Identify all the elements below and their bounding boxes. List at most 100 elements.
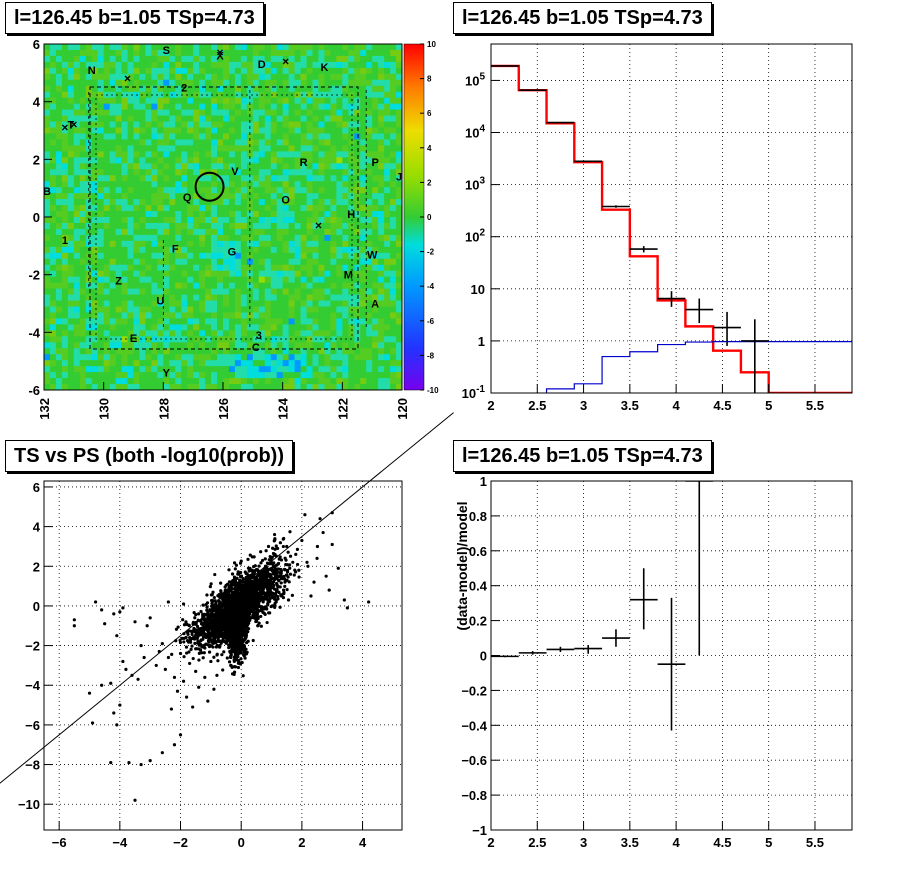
heatmap-cell [49, 264, 57, 272]
heatmap-cell [223, 85, 230, 93]
heatmap-cell [49, 336, 57, 343]
heatmap-cell [145, 97, 152, 105]
heatmap-cell [67, 234, 75, 242]
heatmap-cell [270, 145, 278, 152]
heatmap-cell [121, 97, 129, 105]
heatmap-cell [276, 91, 284, 99]
heatmap-cell [187, 366, 194, 373]
heatmap-cell [276, 354, 284, 361]
heatmap-cell [270, 318, 278, 325]
heatmap-cell [378, 252, 385, 260]
heatmap-cell [264, 378, 272, 385]
heatmap-cell [199, 282, 206, 290]
heatmap-cell [79, 324, 87, 331]
heatmap-cell [175, 97, 182, 105]
heatmap-cell [223, 366, 230, 373]
heatmap-cell [240, 121, 248, 129]
heatmap-cell [157, 205, 164, 212]
heatmap-cell [300, 240, 308, 248]
heatmap-cell [67, 139, 75, 146]
heatmap-cell [258, 169, 266, 176]
heatmap-cell [330, 222, 337, 230]
heatmap-cell [282, 73, 290, 81]
heatmap-cell [127, 163, 134, 170]
heatmap-cell [67, 115, 75, 123]
heatmap-cell [115, 234, 123, 242]
heatmap-cell [175, 276, 182, 284]
heatmap-cell [97, 324, 105, 331]
heatmap-cell [264, 330, 272, 337]
heatmap-cell [217, 366, 224, 373]
heatmap-cell [318, 246, 325, 254]
heatmap-cell [372, 151, 379, 158]
heatmap-cell [211, 324, 218, 331]
heatmap-cell [378, 115, 385, 123]
heatmap-cell [246, 97, 254, 105]
heatmap-cell [211, 366, 218, 373]
heatmap-cell [348, 228, 355, 236]
heatmap-cell [372, 61, 379, 69]
heatmap-cell [55, 300, 63, 307]
heatmap-cell [55, 157, 63, 164]
heatmap-cell [348, 151, 355, 158]
heatmap-cell [306, 324, 313, 331]
heatmap-cell [342, 211, 349, 218]
heatmap-cell [288, 348, 296, 355]
heatmap-cell [336, 342, 343, 349]
heatmap-cell [324, 354, 331, 361]
heatmap-cell [300, 324, 308, 331]
heatmap-cell [181, 187, 188, 194]
heatmap-cell [324, 217, 331, 224]
heatmap-cell [378, 139, 385, 146]
heatmap-cell [91, 246, 99, 254]
heatmap-cell [240, 79, 248, 87]
heatmap-cell [348, 103, 355, 111]
heatmap-cell [258, 151, 266, 158]
map-cross-marker: × [282, 54, 289, 68]
heatmap-cell [330, 67, 337, 75]
heatmap-cell [205, 217, 212, 224]
heatmap-cell [240, 199, 248, 206]
heatmap-cell [55, 85, 63, 93]
heatmap-cell [139, 109, 146, 117]
heatmap-cell [193, 103, 200, 111]
heatmap-cell [103, 372, 111, 379]
heatmap-cell [49, 222, 57, 230]
heatmap-cell [330, 163, 337, 170]
heatmap-cell [240, 294, 248, 302]
heatmap-cell [151, 91, 158, 99]
heatmap-cell [115, 97, 123, 105]
heatmap-cell [348, 270, 355, 278]
heatmap-cell [151, 252, 158, 260]
heatmap-cell [318, 67, 325, 75]
heatmap-cell [366, 115, 373, 123]
heatmap-cell [193, 222, 200, 230]
heatmap-cell [61, 342, 69, 349]
heatmap-cell [139, 217, 146, 224]
heatmap-cell [49, 133, 57, 140]
heatmap-cell [258, 187, 266, 194]
heatmap-cell [240, 97, 248, 105]
heatmap-cell [264, 306, 272, 313]
heatmap-cell [163, 234, 170, 242]
heatmap-cell [276, 163, 284, 170]
heatmap-cell [330, 312, 337, 319]
heatmap-cell [390, 97, 397, 105]
heatmap-cell [378, 169, 385, 176]
heatmap-cell [276, 181, 284, 188]
heatmap-cell [300, 44, 308, 51]
heatmap-cell [366, 151, 373, 158]
heatmap-cell [217, 222, 224, 230]
heatmap-cell [306, 276, 313, 284]
heatmap-cell [342, 145, 349, 152]
heatmap-cell [151, 175, 158, 182]
heatmap-cell [276, 342, 284, 349]
heatmap-cell [252, 109, 260, 117]
heatmap-cell [228, 318, 236, 325]
heatmap-cell [330, 336, 337, 343]
heatmap-cell [288, 103, 296, 111]
heatmap-cell [181, 366, 188, 373]
heatmap-cell [360, 199, 367, 206]
heatmap-cell [294, 103, 302, 111]
heatmap-cell [330, 252, 337, 260]
